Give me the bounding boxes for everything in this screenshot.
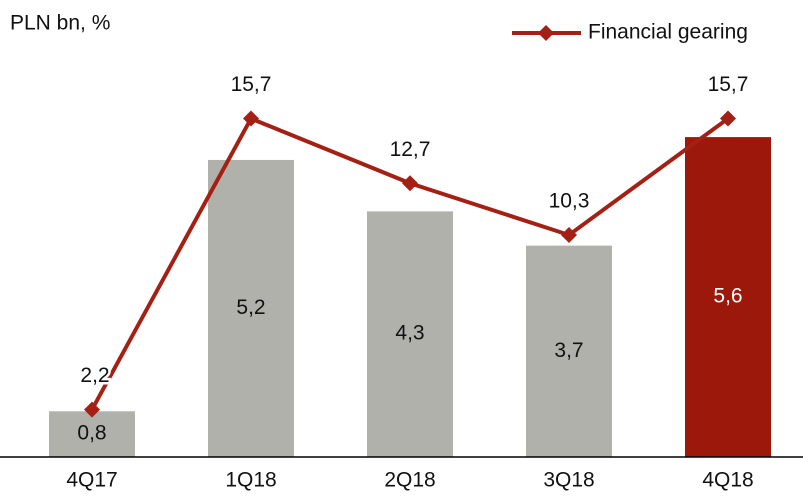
- x-tick-label: 2Q18: [384, 469, 435, 492]
- bar-value-label: 0,8: [77, 422, 106, 445]
- bar-value-label: 5,2: [236, 296, 265, 319]
- bar: [208, 159, 294, 457]
- line-value-label: 15,7: [231, 73, 272, 96]
- bar-value-label: 5,6: [713, 285, 742, 308]
- line-marker: [402, 175, 418, 192]
- legend-marker: [538, 25, 554, 41]
- bar: [49, 411, 135, 457]
- line-value-label: 10,3: [549, 190, 590, 213]
- x-tick-label: 1Q18: [225, 469, 276, 492]
- line-marker: [84, 401, 100, 418]
- bar: [685, 137, 771, 457]
- x-tick-label: 4Q18: [702, 469, 753, 492]
- line-value-label: 2,2: [80, 364, 109, 387]
- legend-label: Financial gearing: [588, 21, 748, 44]
- bar: [526, 245, 612, 457]
- bar-value-label: 3,7: [554, 339, 583, 362]
- line-marker: [561, 226, 577, 243]
- line-value-label: 15,7: [708, 73, 749, 96]
- x-tick-label: 4Q17: [66, 469, 117, 492]
- line-value-label: 12,7: [390, 138, 431, 161]
- line-marker: [720, 110, 736, 127]
- x-tick-label: 3Q18: [543, 469, 594, 492]
- chart-title: PLN bn, %: [10, 12, 110, 35]
- bar-value-label: 4,3: [395, 322, 424, 345]
- bar: [367, 211, 453, 457]
- line-marker: [243, 110, 259, 127]
